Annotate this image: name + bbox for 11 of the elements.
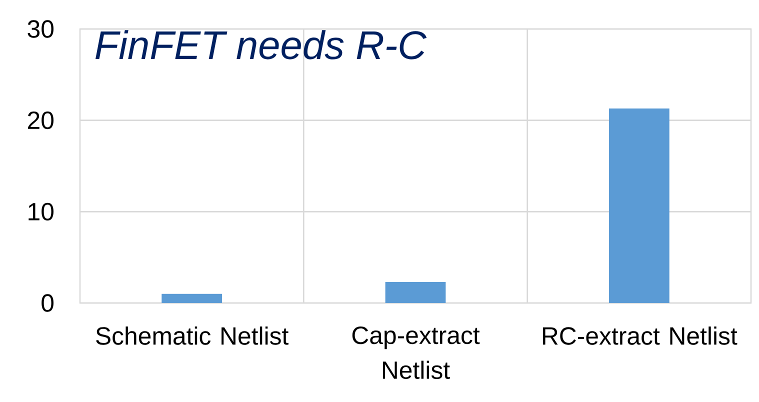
y-tick-label: 30 — [28, 20, 54, 38]
bar — [162, 294, 222, 303]
x-tick-label: RC-extract Netlist — [542, 326, 738, 345]
y-tick-label: 10 — [28, 202, 54, 220]
bar — [385, 282, 446, 303]
x-tick-label: Cap-extract Netlist — [352, 326, 480, 380]
y-tick-label: 20 — [28, 112, 54, 130]
x-tick-label: Schematic Netlist — [96, 326, 289, 345]
y-tick-label: 0 — [42, 294, 54, 312]
chart-title: FinFET needs R-C — [96, 30, 427, 60]
bar — [608, 108, 670, 303]
